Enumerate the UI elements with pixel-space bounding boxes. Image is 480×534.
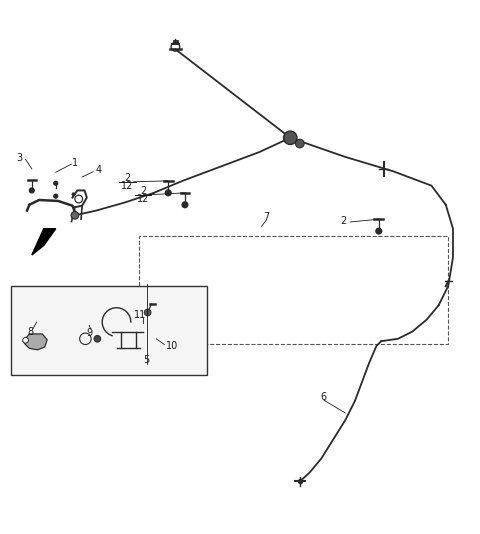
Text: 7: 7 xyxy=(263,212,269,222)
Circle shape xyxy=(182,202,188,208)
Circle shape xyxy=(29,188,34,193)
Text: 2: 2 xyxy=(340,216,346,225)
Circle shape xyxy=(284,131,297,145)
Text: 1: 1 xyxy=(72,158,78,168)
Text: 12: 12 xyxy=(137,193,149,203)
Text: 9: 9 xyxy=(86,328,92,338)
Text: 2: 2 xyxy=(140,186,146,197)
Text: 5: 5 xyxy=(144,355,150,365)
Circle shape xyxy=(72,192,75,196)
Circle shape xyxy=(54,194,58,198)
Text: 4: 4 xyxy=(96,166,102,175)
Polygon shape xyxy=(32,229,56,255)
Circle shape xyxy=(71,211,79,219)
Circle shape xyxy=(144,309,151,316)
Circle shape xyxy=(376,228,382,234)
Bar xyxy=(140,236,448,343)
Text: 12: 12 xyxy=(121,180,134,191)
Text: 10: 10 xyxy=(166,341,178,351)
Text: 8: 8 xyxy=(27,327,34,336)
Text: 11: 11 xyxy=(134,310,146,320)
Circle shape xyxy=(54,182,58,185)
Circle shape xyxy=(165,190,171,195)
Circle shape xyxy=(23,337,28,343)
Circle shape xyxy=(296,139,304,148)
Bar xyxy=(11,286,207,375)
Polygon shape xyxy=(23,334,47,350)
Circle shape xyxy=(94,335,101,342)
Text: 3: 3 xyxy=(17,153,23,163)
Text: 2: 2 xyxy=(124,174,131,184)
Text: 6: 6 xyxy=(321,392,327,402)
